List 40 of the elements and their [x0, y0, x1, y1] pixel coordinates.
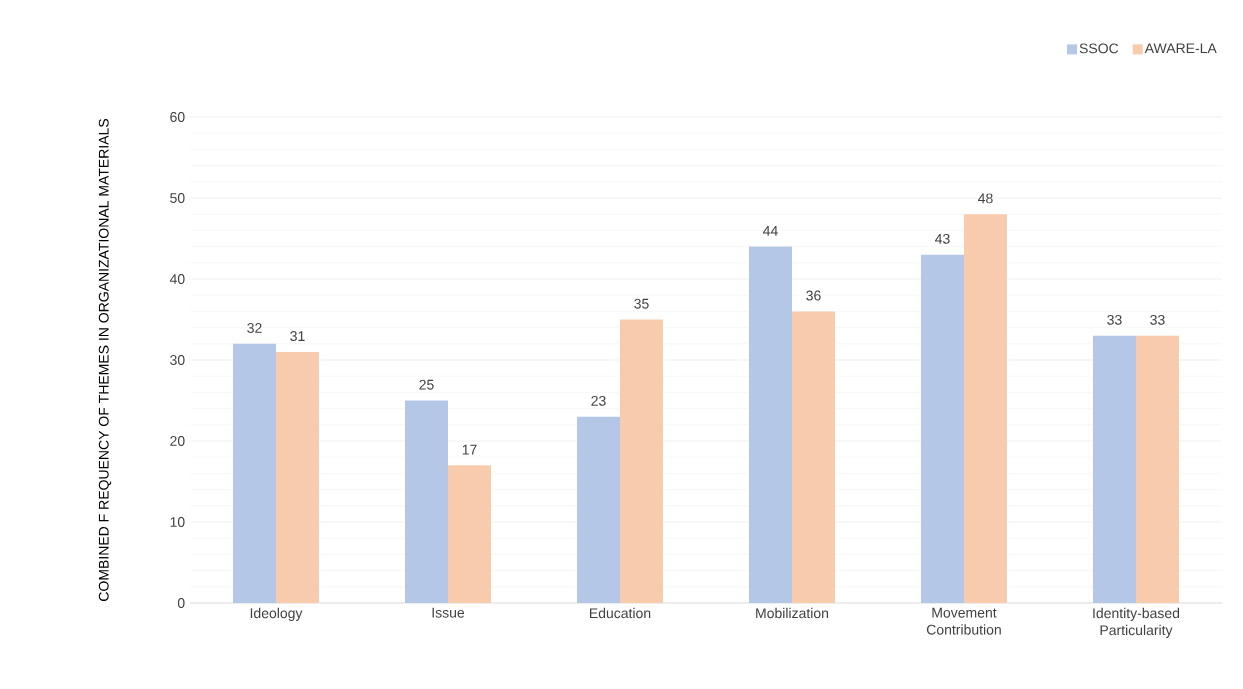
data-label: 23: [591, 395, 606, 406]
x-tick-label: Movement Contribution: [926, 607, 1001, 635]
legend-label: SSOC: [1079, 43, 1119, 54]
x-tick-label: Identity-based Particularity: [1093, 607, 1180, 638]
bar: [233, 343, 276, 603]
bar: [576, 416, 620, 603]
bar: [1135, 335, 1179, 603]
bar: [448, 465, 491, 603]
data-label: 32: [247, 323, 262, 333]
data-label: 33: [1107, 314, 1122, 325]
data-label: 25: [419, 379, 434, 390]
y-tick-label: 60: [170, 112, 185, 122]
x-tick-label: Ideology: [250, 607, 303, 621]
bar: [748, 246, 792, 603]
bar: [920, 254, 964, 603]
data-label: 35: [634, 298, 649, 309]
x-tick-label: Mobilization: [756, 607, 829, 619]
data-label: 36: [806, 290, 821, 301]
y-tick-label: 20: [170, 436, 185, 446]
bar: [619, 319, 663, 603]
y-axis-title: COMBINED F REQUENCY OF THEMES IN ORGANIZATIONAL MATERIALS: [98, 118, 112, 601]
bar: [1092, 335, 1136, 603]
x-tick-label: Education: [590, 607, 651, 619]
data-label: 33: [1150, 314, 1165, 325]
bar: [791, 311, 835, 603]
y-tick-label: 10: [170, 517, 185, 527]
y-tick-label: 0: [177, 598, 185, 608]
data-label: 31: [290, 331, 305, 342]
bar: [276, 351, 319, 603]
data-label: 44: [763, 226, 778, 236]
y-tick-label: 40: [169, 274, 185, 284]
data-label: 48: [978, 193, 993, 204]
y-tick-label: 50: [170, 193, 185, 203]
y-tick-label: 30: [170, 355, 185, 365]
legend-label: AWARE-LA: [1144, 43, 1217, 54]
x-tick-label: Issue: [432, 607, 465, 618]
data-label: 43: [935, 233, 950, 244]
bar: [963, 214, 1007, 603]
data-label: 17: [462, 444, 477, 455]
bar: [405, 400, 448, 603]
